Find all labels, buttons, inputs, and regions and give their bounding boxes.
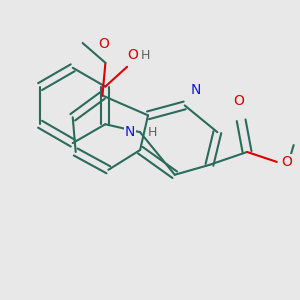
- Text: H: H: [140, 49, 150, 62]
- Text: O: O: [281, 155, 292, 169]
- Text: N: N: [190, 83, 201, 98]
- Text: H: H: [148, 126, 158, 139]
- Text: N: N: [125, 125, 135, 139]
- Text: O: O: [128, 48, 139, 62]
- Text: O: O: [234, 94, 244, 108]
- Text: O: O: [98, 37, 109, 51]
